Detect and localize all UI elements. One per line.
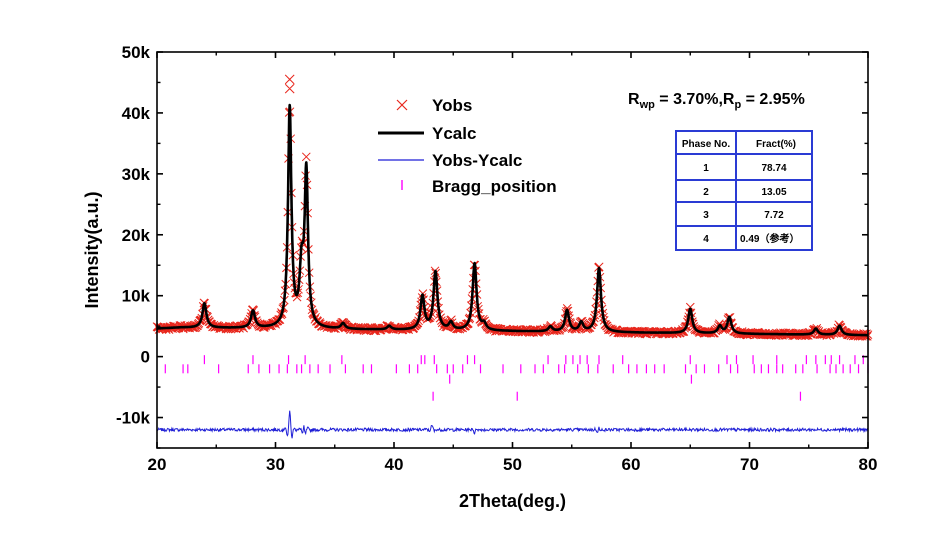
calculated-curve-layer — [155, 103, 870, 337]
table-header-phase: Phase No. — [682, 139, 731, 150]
y-tick-label: 20k — [122, 226, 151, 245]
x-tick-label: 70 — [740, 455, 759, 474]
y-tick-label: 40k — [122, 104, 151, 123]
legend-label: Bragg_position — [432, 177, 557, 196]
stat-segment: R — [723, 91, 735, 108]
fit-statistics: Rwp = 3.70%,Rp = 2.95% — [628, 91, 805, 111]
fit-statistics-text: Rwp = 3.70%,Rp = 2.95% — [628, 91, 805, 111]
calculated-curve — [155, 103, 870, 337]
legend-label: Yobs-Ycalc — [432, 151, 522, 170]
table-cell-fraction: 7.72 — [764, 210, 784, 221]
table-cell-fraction: 13.05 — [761, 187, 786, 198]
table-header-fraction: Fract(%) — [756, 139, 796, 150]
legend-label: Yobs — [432, 96, 472, 115]
y-tick-label: 0 — [141, 348, 150, 367]
y-tick-label: -10k — [116, 409, 151, 428]
legend-label: Ycalc — [432, 124, 476, 143]
phase-fraction-table: Phase No. Fract(%) 1 78.74 2 13.05 3 7.72 4 0.49（… — [675, 130, 813, 251]
difference-curve-layer — [156, 410, 869, 439]
x-axis-title: 2Theta(deg.) — [459, 491, 566, 511]
y-axis-title: Intensity(a.u.) — [82, 191, 102, 308]
table-cell-phase: 4 — [703, 234, 709, 245]
stat-segment: = 3.70%, — [655, 91, 723, 108]
bragg-ticks-layer — [164, 355, 869, 401]
table-frame — [675, 130, 813, 251]
difference-curve — [156, 410, 869, 439]
table-cell-fraction: 0.49（参考） — [740, 232, 799, 245]
legend-symbol-yobs — [396, 99, 408, 111]
x-tick-label: 20 — [148, 455, 167, 474]
stat-segment: = 2.95% — [741, 91, 805, 108]
x-tick-label: 30 — [266, 455, 285, 474]
table-cell-fraction: 78.74 — [761, 163, 786, 174]
y-tick-label: 50k — [122, 43, 151, 62]
table-cell-phase: 2 — [703, 187, 709, 198]
x-tick-label: 40 — [385, 455, 404, 474]
legend: Yobs Ycalc Yobs-Ycalc Bragg_position — [378, 96, 557, 196]
stat-segment: R — [628, 91, 640, 108]
x-tick-label: 60 — [622, 455, 641, 474]
table-cell-phase: 1 — [703, 163, 709, 174]
x-tick-label: 80 — [859, 455, 878, 474]
y-tick-label: 10k — [122, 287, 151, 306]
table-cell-phase: 3 — [703, 210, 709, 221]
subscript: p — [734, 99, 741, 111]
x-tick-label: 50 — [503, 455, 522, 474]
axes-layer: 20 30 40 50 60 70 80 -10k 0 10k 20k 30k 40k 50k 2Theta… — [82, 43, 877, 511]
y-tick-label: 30k — [122, 165, 151, 184]
subscript: wp — [639, 99, 656, 111]
